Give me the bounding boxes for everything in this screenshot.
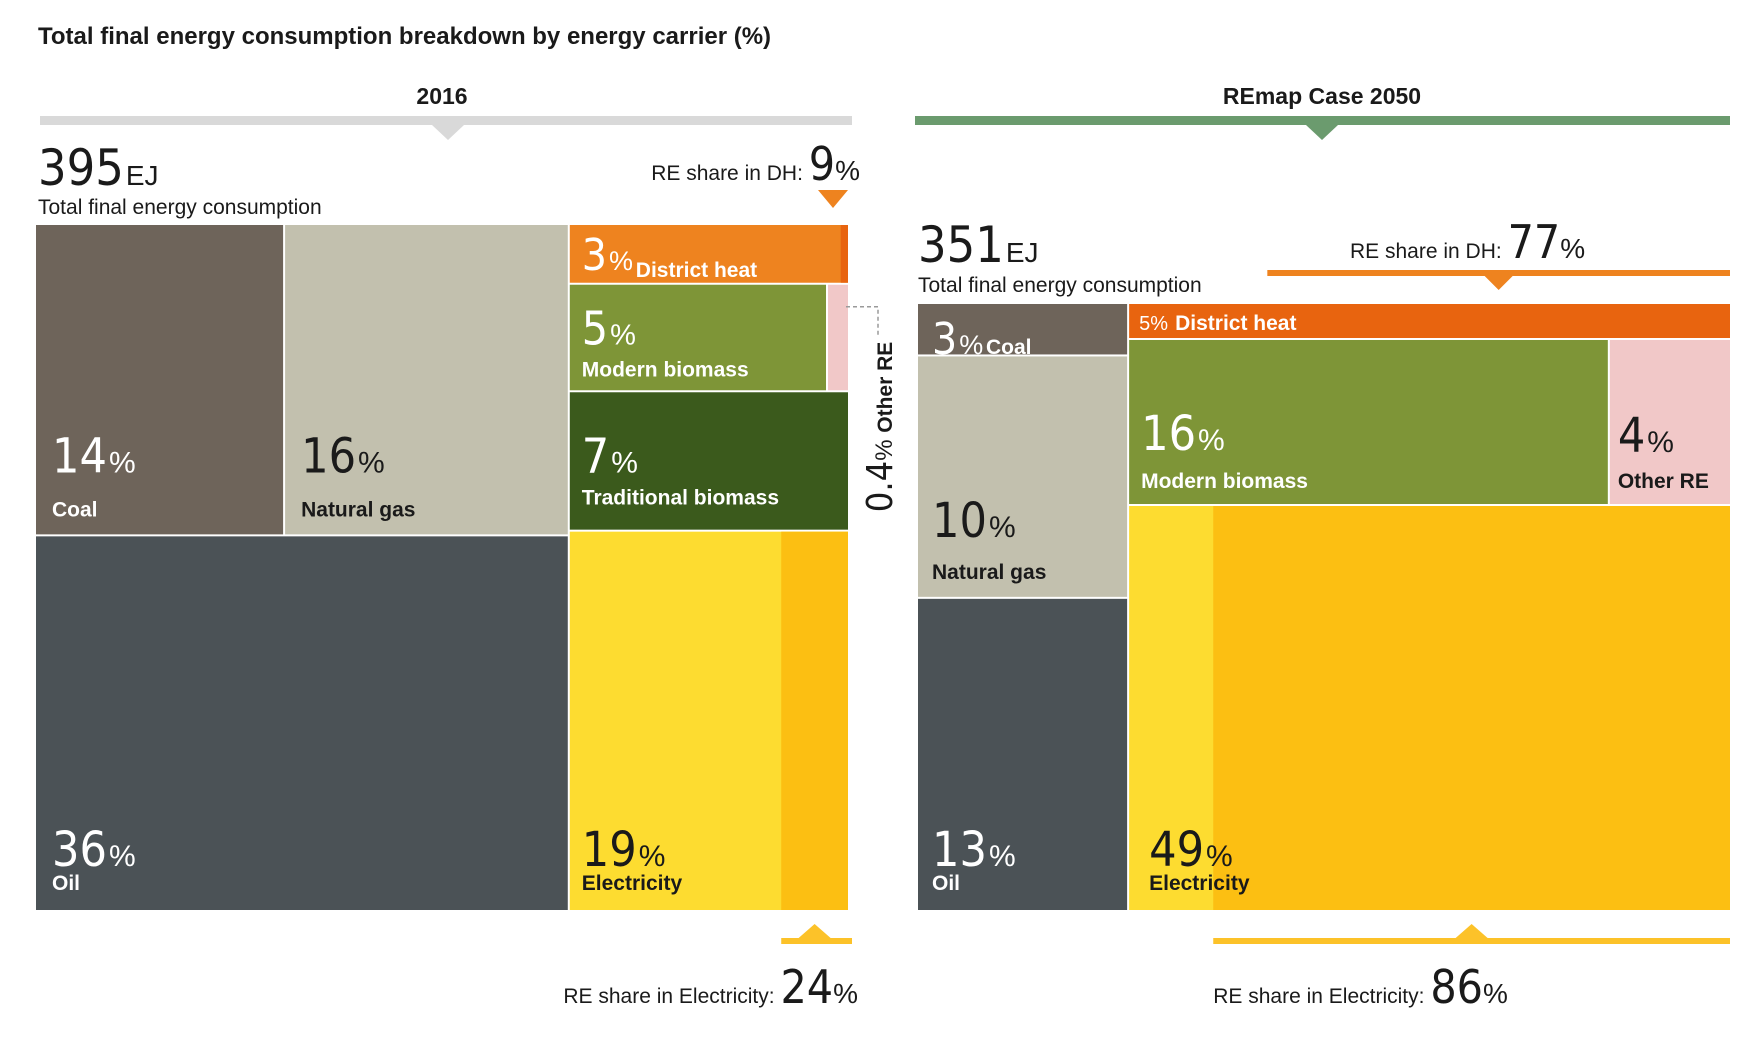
total-label-2050: Total final energy consumption — [918, 274, 1202, 297]
oil-2050-pct: 13% — [932, 822, 1016, 878]
gas-2016-rect — [285, 225, 568, 535]
header-pointer-2050 — [1306, 125, 1338, 140]
figure-title: Total final energy consumption breakdown… — [38, 23, 771, 50]
district-heat-2050-pct: 5% — [1139, 313, 1168, 335]
traditional-biomass-2016-pct: 7% — [582, 428, 638, 484]
panel-title-2016: 2016 — [416, 83, 467, 109]
re-share-el-2016-pointer — [798, 924, 831, 938]
gas-2016-label: Natural gas — [301, 498, 415, 521]
electricity-re-2050-rect — [1213, 506, 1730, 910]
oil-2050-label: Oil — [932, 872, 960, 895]
other-re-2050-rect — [1609, 340, 1730, 504]
re-share-el-2050: RE share in Electricity: 86% — [1213, 960, 1508, 1014]
district-heat-2050-rect — [1129, 304, 1730, 338]
re-share-dh-2016: RE share in DH: 9% — [651, 137, 860, 191]
modern-biomass-2050-rect — [1129, 340, 1608, 504]
other-re-2050-label: Other RE — [1618, 470, 1709, 493]
district-heat-2016-pct: 3% — [582, 230, 633, 281]
re-share-el-2016-bar — [781, 938, 852, 944]
other-re-2016-leader — [846, 305, 879, 335]
district-heat-2050-label: District heat — [1175, 312, 1296, 335]
other-re-2016-callout: 0.4% Other RE — [860, 342, 901, 513]
district-heat-re-2016-rect — [840, 225, 848, 283]
modern-biomass-2016-label: Modern biomass — [582, 359, 749, 382]
gas-2050-label: Natural gas — [932, 561, 1046, 584]
coal-2050-rect — [918, 304, 1128, 355]
header-bar-2050 — [915, 116, 1730, 125]
modern-biomass-2016-rect — [569, 284, 826, 391]
header-bar-2016 — [40, 116, 852, 125]
electricity-2016-label: Electricity — [582, 872, 683, 895]
traditional-biomass-2016-rect — [569, 392, 848, 530]
other-re-2016-rect — [828, 284, 848, 391]
coal-2050-pct: 3% — [932, 314, 983, 365]
panel-title-2050: REmap Case 2050 — [1223, 83, 1421, 109]
oil-2016-pct: 36% — [52, 822, 136, 878]
re-share-el-2050-pointer — [1455, 924, 1488, 938]
oil-2016-rect — [36, 536, 568, 910]
re-share-el-2016: RE share in Electricity: 24% — [563, 960, 858, 1014]
electricity-re-2016-rect — [781, 531, 848, 910]
district-heat-2016-rect — [569, 225, 848, 283]
total-2050: 351EJ — [918, 216, 1039, 274]
modern-biomass-2050-label: Modern biomass — [1141, 470, 1308, 493]
header-pointer-2016 — [432, 125, 464, 140]
coal-2050-label: Coal — [986, 336, 1032, 359]
gas-2016-pct: 16% — [301, 428, 385, 484]
total-label-2016: Total final energy consumption — [38, 196, 322, 219]
re-share-dh-2050-bar — [1267, 270, 1730, 276]
electricity-2016-pct: 19% — [582, 822, 666, 878]
re-share-dh-2050: RE share in DH: 77% — [1350, 215, 1585, 269]
re-share-dh-2050-pointer — [1484, 276, 1513, 290]
electricity-2050-label: Electricity — [1149, 872, 1250, 895]
other-re-2050-pct: 4% — [1618, 408, 1674, 464]
coal-2016-rect — [36, 225, 284, 535]
electricity-2050-pct: 49% — [1149, 822, 1233, 878]
gas-2050-pct: 10% — [932, 493, 1016, 549]
total-2016: 395EJ — [38, 139, 159, 197]
modern-biomass-2016-pct: 5% — [582, 302, 636, 356]
gas-2050-rect — [918, 356, 1128, 597]
coal-2016-pct: 14% — [52, 428, 136, 484]
re-share-dh-2016-pointer — [818, 190, 848, 208]
re-share-el-2050-bar — [1213, 938, 1730, 944]
district-heat-2016-label: District heat — [636, 259, 757, 282]
coal-2016-label: Coal — [52, 498, 98, 521]
oil-2050-rect — [918, 598, 1128, 910]
modern-biomass-2050-pct: 16% — [1141, 406, 1225, 462]
oil-2016-label: Oil — [52, 872, 80, 895]
traditional-biomass-2016-label: Traditional biomass — [582, 486, 779, 509]
